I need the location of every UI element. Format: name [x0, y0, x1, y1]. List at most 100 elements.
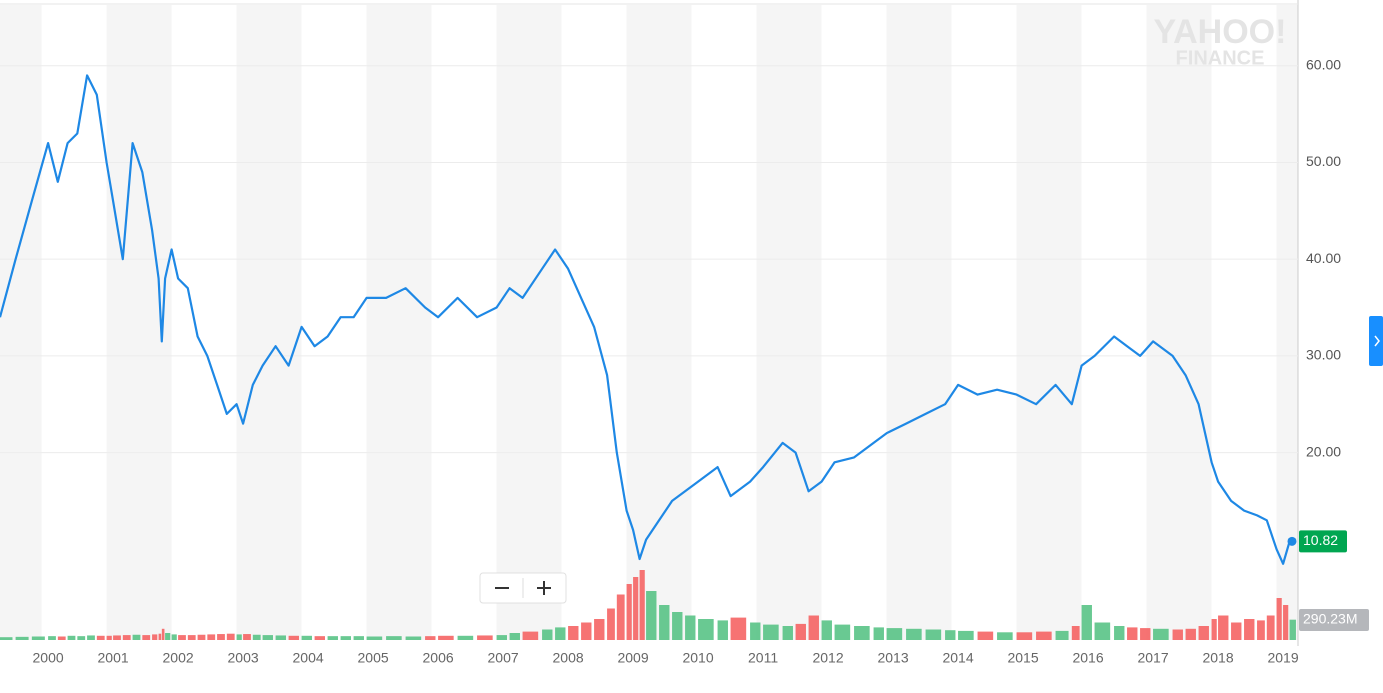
volume-bar — [854, 626, 870, 640]
volume-bar — [1231, 622, 1242, 640]
volume-bar — [226, 633, 235, 640]
volume-bar — [821, 620, 832, 640]
last-price-badge — [1299, 530, 1347, 553]
volume-bar — [1055, 630, 1069, 640]
x-tick-label: 2012 — [812, 650, 843, 666]
watermark: FINANCE — [1176, 47, 1265, 69]
volume-bar — [633, 577, 639, 640]
volume-bar — [626, 584, 632, 640]
x-tick-label: 2002 — [163, 650, 194, 666]
volume-bar — [496, 635, 507, 640]
x-tick-label: 2014 — [942, 650, 973, 666]
year-band — [1016, 5, 1082, 640]
volume-bar — [142, 635, 151, 640]
x-tick-label: 2008 — [553, 650, 584, 666]
year-band — [496, 5, 562, 640]
volume-bar — [353, 636, 364, 640]
volume-bar — [67, 635, 76, 640]
side-tab-icon — [1374, 335, 1380, 347]
volume-bar — [425, 636, 436, 640]
x-tick-label: 2019 — [1267, 650, 1298, 666]
year-band — [626, 5, 692, 640]
volume-bar — [1218, 615, 1229, 640]
volume-bar — [1289, 619, 1296, 640]
volume-bar — [873, 627, 884, 640]
volume-bar — [457, 635, 474, 640]
volume-bar — [607, 608, 615, 640]
volume-bar — [77, 636, 86, 640]
volume-bar — [925, 629, 942, 640]
volume-bar — [1036, 631, 1052, 640]
volume-bar — [1283, 605, 1289, 640]
volume-bar — [1198, 626, 1209, 640]
x-tick-label: 2000 — [33, 650, 64, 666]
volume-bar — [730, 617, 747, 640]
volume-bar — [750, 622, 761, 640]
year-band — [0, 5, 42, 640]
volume-bar — [152, 634, 158, 640]
volume-bar — [1094, 622, 1111, 640]
volume-bar — [288, 635, 299, 640]
volume-bar — [555, 627, 566, 640]
x-tick-label: 2004 — [293, 650, 324, 666]
year-band — [756, 5, 822, 640]
x-tick-label: 2010 — [682, 650, 713, 666]
price-line — [0, 74, 1291, 565]
volume-bar — [1185, 628, 1196, 640]
y-tick-label: 20.00 — [1306, 443, 1341, 459]
volume-bar — [945, 630, 956, 640]
x-tick-label: 2016 — [1072, 650, 1103, 666]
x-tick-label: 2003 — [228, 650, 259, 666]
x-tick-label: 2017 — [1137, 650, 1168, 666]
zoom-control — [479, 572, 567, 604]
y-tick-label: 30.00 — [1306, 347, 1341, 363]
volume-bar — [997, 632, 1013, 640]
volume-bar — [808, 615, 819, 640]
volume-bar — [1257, 620, 1265, 640]
volume-bar — [1127, 627, 1138, 640]
volume-bar — [1153, 628, 1169, 640]
x-tick-label: 2011 — [748, 650, 778, 666]
volume-bar — [782, 626, 793, 640]
volume-bar — [57, 636, 66, 640]
last-volume-label: 290.23M — [1303, 611, 1357, 627]
watermark: YAHOO! — [1154, 13, 1287, 51]
volume-bar — [405, 636, 422, 640]
y-tick-label: 50.00 — [1306, 153, 1341, 169]
year-band — [1276, 5, 1298, 640]
volume-bar — [207, 634, 216, 640]
x-tick-label: 2015 — [1007, 650, 1038, 666]
volume-bar — [477, 635, 493, 640]
volume-bar — [236, 634, 242, 640]
volume-bar — [568, 626, 579, 640]
volume-bar — [217, 634, 225, 640]
volume-bar — [275, 635, 286, 640]
volume-bar — [106, 635, 112, 640]
volume-bar — [48, 636, 56, 640]
volume-bar — [509, 633, 520, 640]
zoom-in[interactable] — [537, 581, 551, 595]
volume-bar — [834, 624, 851, 640]
y-tick-label: 40.00 — [1306, 250, 1341, 266]
volume-bar — [685, 615, 696, 640]
volume-bar — [262, 635, 273, 640]
volume-bar — [659, 605, 670, 640]
volume-bar — [594, 619, 605, 640]
volume-bar — [197, 634, 206, 640]
volume-bar — [161, 628, 165, 640]
volume-bar — [1211, 619, 1217, 640]
volume-bar — [386, 636, 402, 640]
volume-bar — [542, 629, 553, 640]
volume-bar — [717, 620, 728, 640]
volume-bar — [698, 619, 714, 640]
volume-bar — [1244, 619, 1255, 640]
side-tab[interactable] — [1369, 316, 1383, 366]
last-price-label: 10.82 — [1303, 532, 1338, 548]
volume-bar — [1276, 598, 1282, 640]
volume-bar — [171, 634, 177, 640]
volume-bar — [672, 612, 683, 640]
volume-bar — [122, 635, 131, 640]
volume-bar — [327, 636, 338, 640]
